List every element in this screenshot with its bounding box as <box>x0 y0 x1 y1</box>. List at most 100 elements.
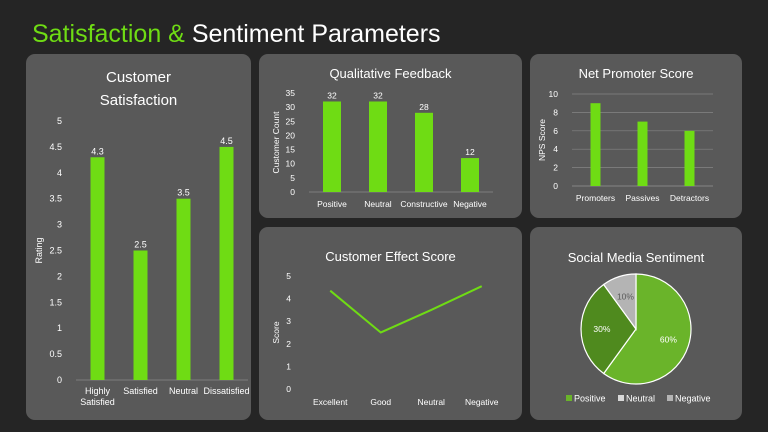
net-promoter-score-category-label: Passives <box>625 193 659 203</box>
net-promoter-score-ylabel: NPS Score <box>537 119 547 161</box>
net-promoter-score-bar <box>637 121 648 186</box>
qualitative-feedback-panel: Qualitative Feedback 0 5 10 15 20 25 30 35 Custom… <box>259 54 522 218</box>
customer-satisfaction-ytick-label: 4.5 <box>49 142 62 152</box>
customer-effect-score-category-label: Neutral <box>418 397 446 407</box>
customer-effect-score-ytick-label: 2 <box>286 339 291 349</box>
customer-effect-score-panel: Customer Effect Score 0 1 2 3 4 5 Score Excellen… <box>259 227 522 420</box>
social-media-sentiment-chart: Social Media Sentiment 60% 30% 10% Positive N… <box>566 250 711 404</box>
social-media-sentiment-title: Social Media Sentiment <box>568 250 705 265</box>
customer-satisfaction-ytick-label: 0 <box>57 375 62 385</box>
customer-effect-score-category-label: Excellent <box>313 397 348 407</box>
customer-satisfaction-data-label: 4.5 <box>220 136 233 146</box>
customer-satisfaction-category-label: Satisfied <box>80 397 115 407</box>
customer-satisfaction-ytick-label: 2.5 <box>49 246 62 256</box>
qualitative-feedback-bar <box>323 101 341 192</box>
customer-satisfaction-bar <box>219 146 234 380</box>
customer-effect-score-ytick-label: 3 <box>286 316 291 326</box>
customer-effect-score-title: Customer Effect Score <box>325 249 456 264</box>
qualitative-feedback-bar <box>461 158 479 192</box>
net-promoter-score-ytick-label: 4 <box>553 144 558 154</box>
customer-satisfaction-ytick-label: 3 <box>57 220 62 230</box>
page-title-accent: Satisfaction & <box>32 20 185 48</box>
customer-satisfaction-ytick-label: 4 <box>57 168 62 178</box>
customer-satisfaction-panel: Customer Satisfaction 0 0.5 1 1.5 2 2.5 3 3.5 4 4.5… <box>26 54 251 420</box>
social-media-sentiment-legend-swatch <box>618 395 624 401</box>
customer-satisfaction-ytick-label: 2 <box>57 271 62 281</box>
qualitative-feedback-chart: Qualitative Feedback 0 5 10 15 20 25 30 35 Custom… <box>271 66 493 209</box>
customer-satisfaction-ytick-label: 1.5 <box>49 297 62 307</box>
customer-effect-score-category-label: Negative <box>465 397 499 407</box>
net-promoter-score-category-label: Detractors <box>670 193 709 203</box>
social-media-sentiment-legend-label: Neutral <box>626 394 655 404</box>
customer-effect-score-ytick-label: 5 <box>286 271 291 281</box>
social-media-sentiment-slice-label: 10% <box>617 292 634 302</box>
net-promoter-score-chart: Net Promoter Score 0 2 4 6 8 10 NPS Score Promot… <box>537 66 713 203</box>
qualitative-feedback-ytick-label: 35 <box>286 88 296 98</box>
social-media-sentiment-panel: Social Media Sentiment 60% 30% 10% Positive N… <box>530 227 742 420</box>
social-media-sentiment-slice-negative <box>602 273 637 331</box>
social-media-sentiment-legend-label: Positive <box>574 394 606 404</box>
net-promoter-score-bar <box>684 130 695 186</box>
qualitative-feedback-bar <box>369 101 387 192</box>
qualitative-feedback-ytick-label: 5 <box>290 173 295 183</box>
qualitative-feedback-data-label: 28 <box>419 102 429 112</box>
net-promoter-score-ytick-label: 2 <box>553 163 558 173</box>
net-promoter-score-title: Net Promoter Score <box>579 66 694 81</box>
qualitative-feedback-ytick-label: 0 <box>290 187 295 197</box>
customer-effect-score-category-label: Good <box>370 397 391 407</box>
customer-effect-score-ytick-label: 1 <box>286 361 291 371</box>
qualitative-feedback-ytick-label: 25 <box>286 116 296 126</box>
customer-satisfaction-title: Customer <box>106 69 171 86</box>
social-media-sentiment-slice-positive <box>602 273 692 385</box>
customer-satisfaction-category-label: Highly <box>85 386 111 396</box>
social-media-sentiment-legend-swatch <box>566 395 572 401</box>
customer-satisfaction-ytick-label: 3.5 <box>49 194 62 204</box>
social-media-sentiment-slice-neutral <box>580 283 637 375</box>
net-promoter-score-ytick-label: 8 <box>553 107 558 117</box>
page-title-rest: Sentiment Parameters <box>191 20 441 48</box>
qualitative-feedback-ytick-label: 10 <box>286 159 296 169</box>
customer-satisfaction-data-label: 4.3 <box>91 146 104 156</box>
social-media-sentiment-slice-label: 60% <box>660 335 677 345</box>
qualitative-feedback-title: Qualitative Feedback <box>329 66 452 81</box>
customer-satisfaction-category-label: Satisfied <box>123 386 158 396</box>
customer-satisfaction-bar <box>133 250 148 380</box>
customer-satisfaction-ytick-label: 1 <box>57 323 62 333</box>
page-title: Satisfaction & Sentiment Parameters <box>32 20 441 49</box>
customer-satisfaction-category-label: Dissatisfied <box>203 386 249 396</box>
qualitative-feedback-ytick-label: 30 <box>286 102 296 112</box>
customer-satisfaction-ylabel: Rating <box>34 237 44 263</box>
customer-effect-score-ytick-label: 0 <box>286 384 291 394</box>
net-promoter-score-bar <box>590 103 601 186</box>
customer-satisfaction-chart: Customer Satisfaction 0 0.5 1 1.5 2 2.5 3 3.5 4 4.5… <box>34 69 250 407</box>
customer-satisfaction-bar <box>176 198 191 380</box>
qualitative-feedback-bar <box>415 112 433 192</box>
social-media-sentiment-legend-label: Negative <box>675 394 711 404</box>
customer-effect-score-chart: Customer Effect Score 0 1 2 3 4 5 Score Excellen… <box>271 249 499 407</box>
customer-satisfaction-data-label: 2.5 <box>134 240 147 250</box>
customer-satisfaction-bar <box>90 157 105 380</box>
customer-satisfaction-ytick-label: 5 <box>57 116 62 126</box>
social-media-sentiment-legend-swatch <box>667 395 673 401</box>
customer-satisfaction-title: Satisfaction <box>100 92 178 109</box>
customer-satisfaction-ytick-label: 0.5 <box>49 349 62 359</box>
customer-effect-score-ytick-label: 4 <box>286 294 291 304</box>
qualitative-feedback-data-label: 12 <box>465 147 475 157</box>
customer-satisfaction-category-label: Neutral <box>169 386 198 396</box>
qualitative-feedback-category-label: Negative <box>453 199 487 209</box>
qualitative-feedback-ylabel: Customer Count <box>271 111 281 174</box>
customer-effect-score-ylabel: Score <box>271 321 281 343</box>
net-promoter-score-ytick-label: 6 <box>553 126 558 136</box>
customer-effect-score-series-line <box>329 285 483 334</box>
qualitative-feedback-category-label: Constructive <box>400 199 448 209</box>
qualitative-feedback-category-label: Positive <box>317 199 347 209</box>
qualitative-feedback-data-label: 32 <box>327 90 337 100</box>
qualitative-feedback-category-label: Neutral <box>364 199 392 209</box>
net-promoter-score-panel: Net Promoter Score 0 2 4 6 8 10 NPS Score Promot… <box>530 54 742 218</box>
qualitative-feedback-ytick-label: 15 <box>286 145 296 155</box>
net-promoter-score-category-label: Promoters <box>576 193 615 203</box>
customer-satisfaction-data-label: 3.5 <box>177 188 190 198</box>
net-promoter-score-ytick-label: 10 <box>549 89 559 99</box>
qualitative-feedback-ytick-label: 20 <box>286 130 296 140</box>
social-media-sentiment-slice-label: 30% <box>593 324 610 334</box>
